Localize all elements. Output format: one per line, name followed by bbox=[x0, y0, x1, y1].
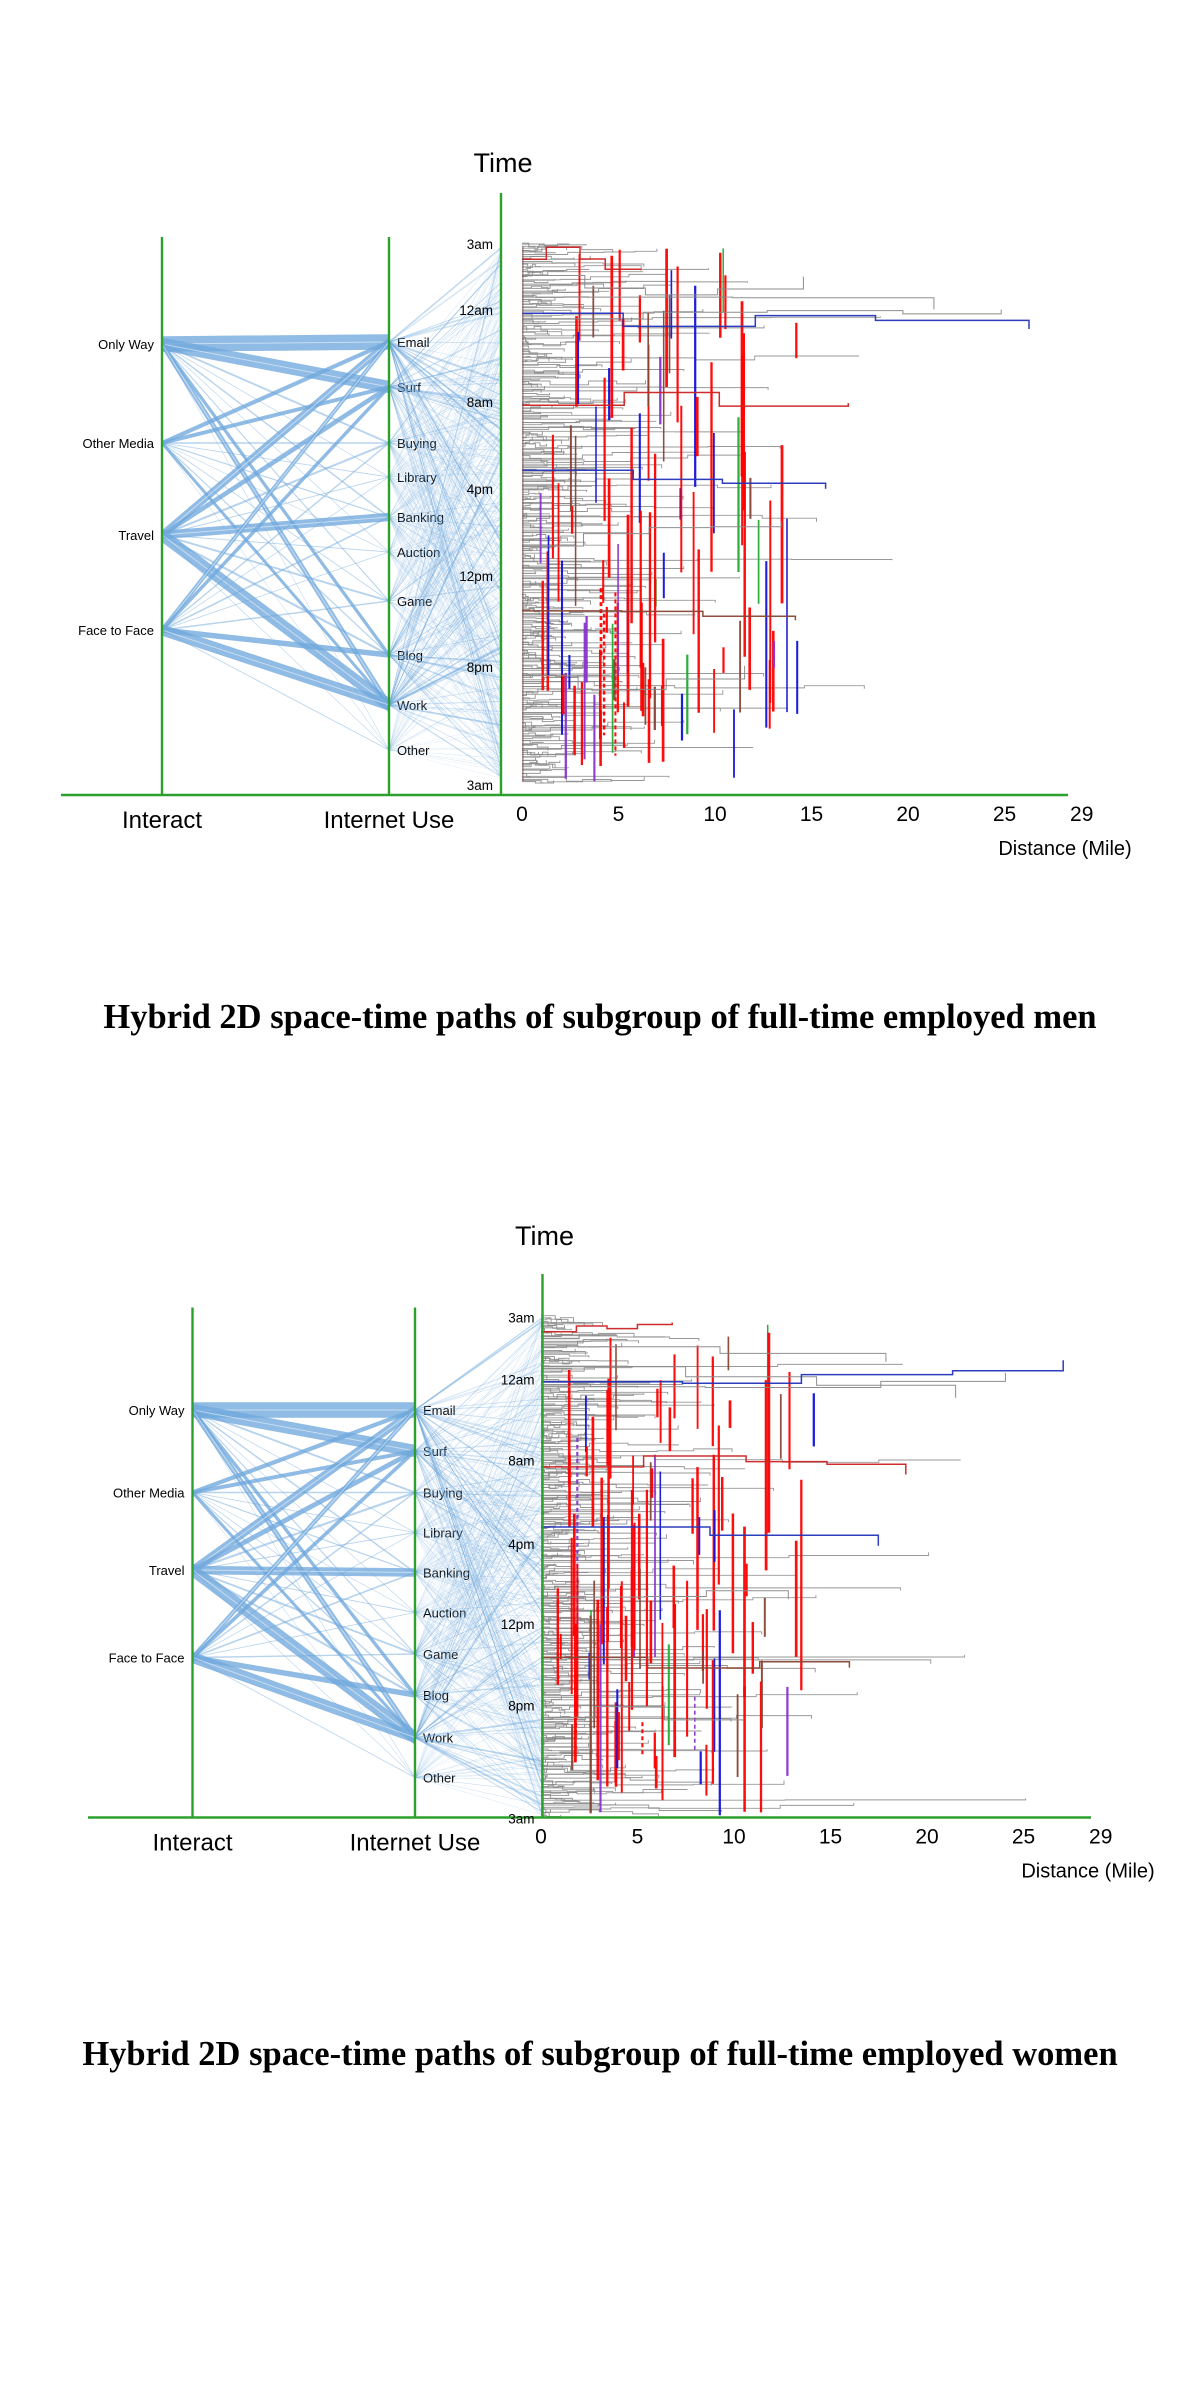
svg-text:Only Way: Only Way bbox=[98, 337, 154, 352]
svg-text:3am: 3am bbox=[467, 778, 493, 793]
svg-text:4pm: 4pm bbox=[467, 482, 493, 497]
svg-text:8am: 8am bbox=[508, 1454, 534, 1469]
svg-text:20: 20 bbox=[915, 1826, 938, 1849]
svg-text:20: 20 bbox=[896, 803, 919, 826]
svg-text:3am: 3am bbox=[508, 1311, 534, 1326]
svg-text:Interact: Interact bbox=[122, 807, 202, 834]
svg-text:Face to Face: Face to Face bbox=[109, 1651, 185, 1666]
svg-text:Travel: Travel bbox=[118, 528, 154, 543]
svg-text:4pm: 4pm bbox=[508, 1537, 534, 1552]
svg-text:10: 10 bbox=[703, 803, 726, 826]
svg-text:Other Media: Other Media bbox=[82, 436, 154, 451]
svg-text:Time: Time bbox=[515, 1221, 574, 1251]
svg-text:12am: 12am bbox=[459, 303, 493, 318]
svg-text:15: 15 bbox=[819, 1826, 842, 1849]
svg-text:5: 5 bbox=[613, 803, 625, 826]
svg-text:Face to Face: Face to Face bbox=[78, 623, 154, 638]
svg-text:0: 0 bbox=[516, 803, 528, 826]
svg-text:Other Media: Other Media bbox=[113, 1486, 185, 1501]
svg-text:3am: 3am bbox=[508, 1812, 534, 1827]
svg-text:29: 29 bbox=[1070, 803, 1093, 826]
svg-text:Interact: Interact bbox=[152, 1830, 232, 1857]
svg-text:10: 10 bbox=[722, 1826, 745, 1849]
svg-text:25: 25 bbox=[1012, 1826, 1035, 1849]
svg-text:8am: 8am bbox=[467, 395, 493, 410]
svg-text:Travel: Travel bbox=[149, 1563, 185, 1578]
svg-text:Time: Time bbox=[474, 148, 533, 178]
svg-text:8pm: 8pm bbox=[467, 660, 493, 675]
svg-text:Distance (Mile): Distance (Mile) bbox=[998, 838, 1131, 860]
svg-text:15: 15 bbox=[800, 803, 823, 826]
svg-text:12am: 12am bbox=[501, 1372, 535, 1387]
svg-text:29: 29 bbox=[1089, 1826, 1112, 1849]
svg-text:Internet Use: Internet Use bbox=[324, 807, 455, 834]
svg-text:25: 25 bbox=[993, 803, 1016, 826]
svg-text:8pm: 8pm bbox=[508, 1698, 534, 1713]
svg-text:3am: 3am bbox=[467, 237, 493, 252]
svg-text:Distance (Mile): Distance (Mile) bbox=[1021, 1861, 1154, 1883]
svg-text:Internet Use: Internet Use bbox=[350, 1830, 481, 1857]
svg-text:12pm: 12pm bbox=[459, 569, 493, 584]
svg-text:5: 5 bbox=[632, 1826, 644, 1849]
svg-text:0: 0 bbox=[535, 1826, 547, 1849]
svg-text:12pm: 12pm bbox=[501, 1617, 535, 1632]
svg-text:Only Way: Only Way bbox=[129, 1403, 185, 1418]
